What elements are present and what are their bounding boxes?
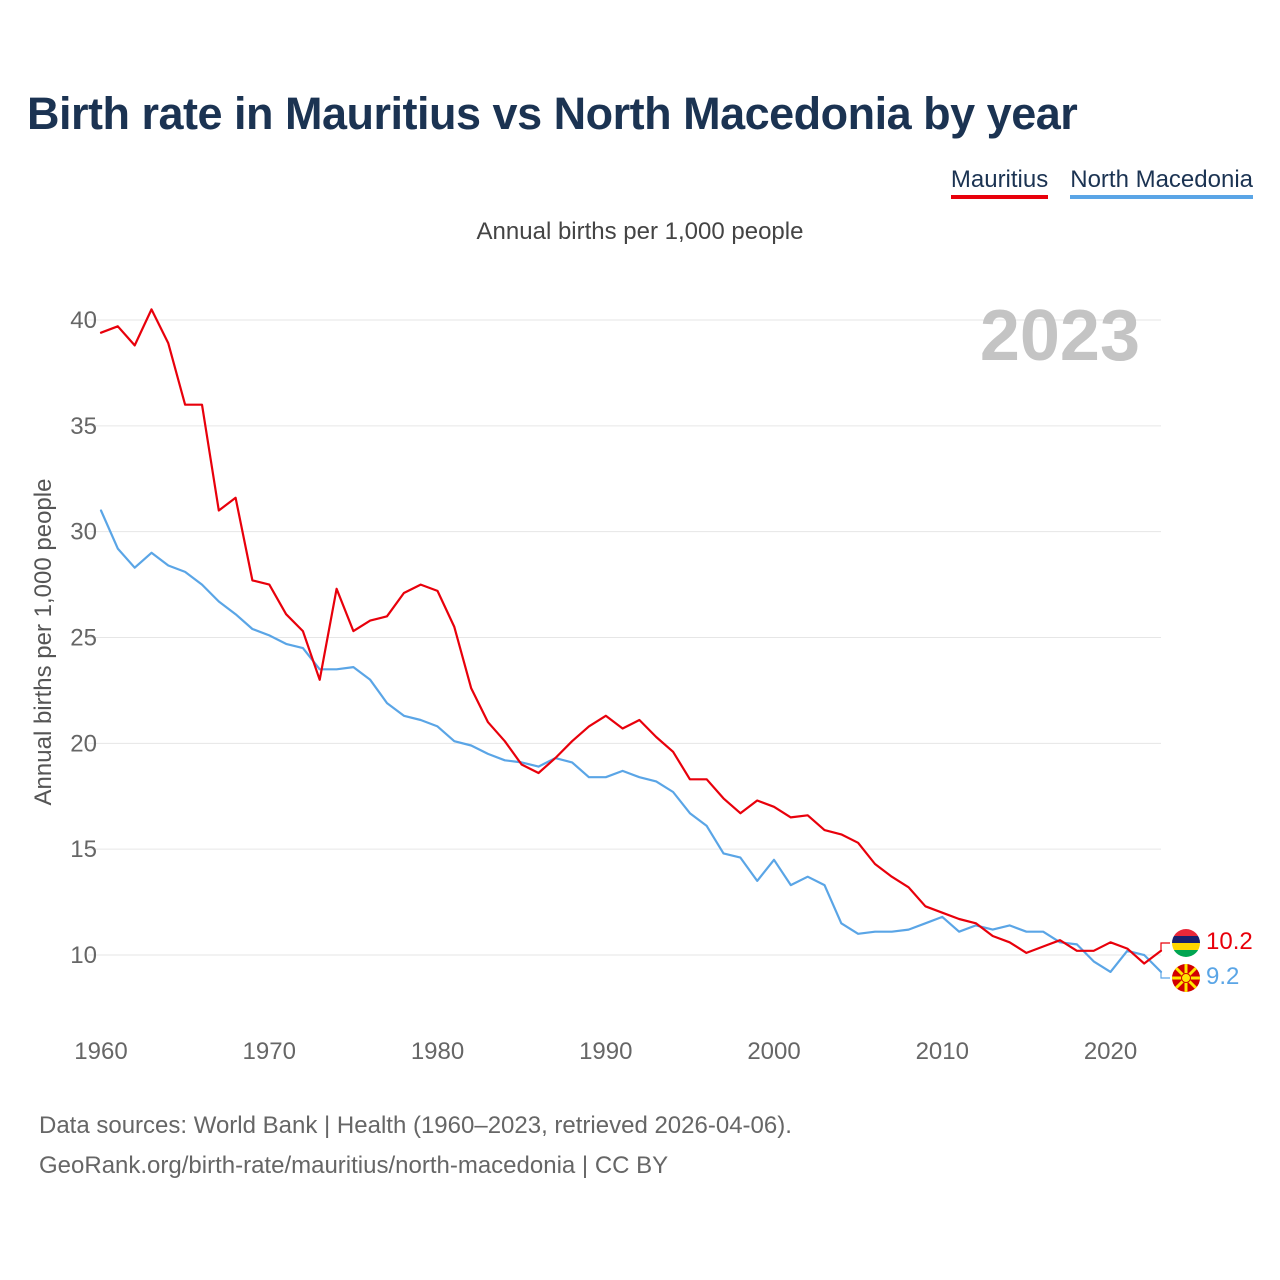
y-tick-label: 15 [70,836,97,863]
x-tick-label: 1990 [579,1038,632,1065]
gridlines [88,319,1161,956]
series-line-mauritius[interactable] [99,308,1163,965]
legend: Mauritius North Macedonia [950,166,1253,199]
y-tick-label: 40 [70,307,97,334]
y-tick-label: 30 [70,519,97,546]
legend-item-mauritius[interactable]: Mauritius [950,166,1049,199]
y-tick-label: 35 [70,413,97,440]
series-layer [99,308,1163,974]
data-source-note: Data sources: World Bank | Health (1960–… [39,1112,792,1139]
north-macedonia-end-connector [1160,971,1170,979]
mauritius-end-label: 10.2 [1206,928,1253,955]
x-tick-label: 2010 [916,1038,969,1065]
x-tick-label: 1970 [243,1038,296,1065]
line-chart: 10 15 20 25 30 35 40 1960 1970 1980 1990 2000 2010 2… [30,296,1253,1065]
north-macedonia-flag-icon [1172,964,1200,992]
north-macedonia-end-label: 9.2 [1206,963,1239,990]
series-line-north-macedonia[interactable] [99,509,1163,974]
y-tick-label: 20 [70,730,97,757]
y-axis-ticks: 10 15 20 25 30 35 40 [70,307,97,969]
y-axis-label: Annual births per 1,000 people [30,479,57,806]
x-tick-label: 1960 [74,1038,127,1065]
y-tick-label: 10 [70,942,97,969]
footer: Data sources: World Bank | Health (1960–… [39,1106,792,1186]
x-tick-label: 2000 [747,1038,800,1065]
legend-item-north-macedonia[interactable]: North Macedonia [1070,166,1253,199]
chart-subtitle: Annual births per 1,000 people [476,218,804,245]
year-watermark: 2023 [980,296,1140,376]
x-tick-label: 1980 [411,1038,464,1065]
mauritius-end-connector [1160,942,1170,951]
source-link[interactable]: GeoRank.org/birth-rate/mauritius/north-m… [39,1152,669,1179]
x-tick-label: 2020 [1084,1038,1137,1065]
y-tick-label: 25 [70,625,97,652]
x-axis-ticks: 1960 1970 1980 1990 2000 2010 2020 [74,1038,1137,1065]
page-title: Birth rate in Mauritius vs North Macedon… [27,88,1078,139]
mauritius-flag-icon [1172,929,1200,957]
